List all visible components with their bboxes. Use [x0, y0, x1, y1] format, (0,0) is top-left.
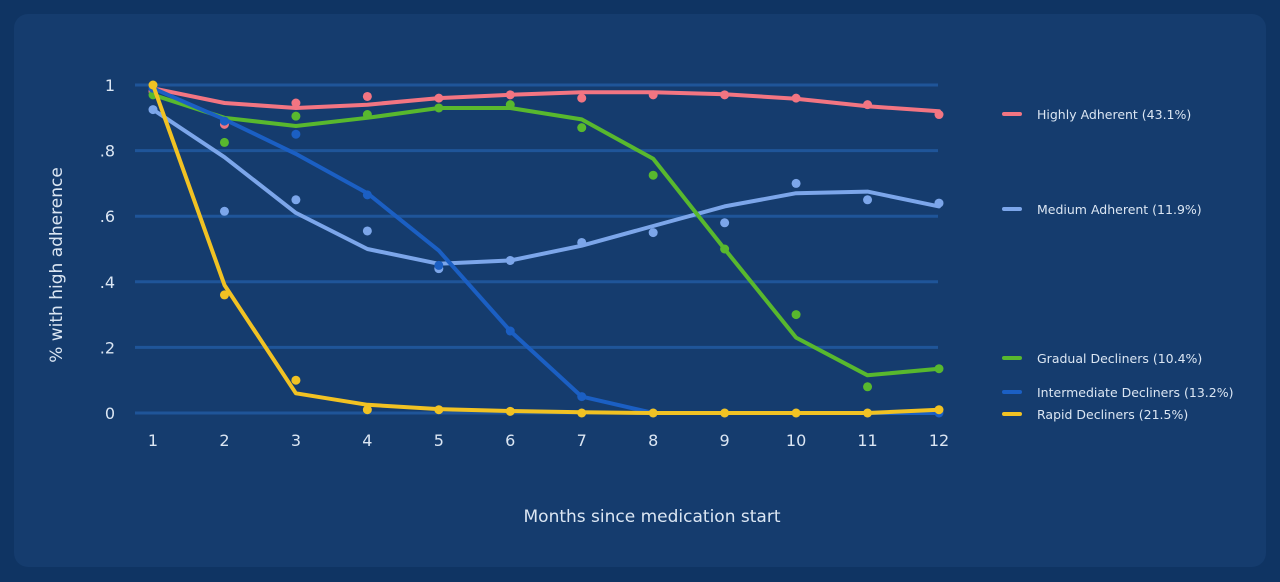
- legend-label: Rapid Decliners (21.5%): [1037, 407, 1188, 422]
- data-point: [791, 178, 801, 188]
- series-line: [151, 92, 941, 378]
- x-tick-label: 9: [720, 431, 730, 450]
- data-point: [434, 93, 444, 103]
- legend-label: Gradual Decliners (10.4%): [1037, 351, 1202, 366]
- x-tick-label: 7: [577, 431, 587, 450]
- x-axis-ticks: 1 2 3 4 5 6 7 8 9 10 11 12: [148, 431, 949, 450]
- y-axis-label: % with high adherence: [47, 167, 67, 363]
- series-group: [148, 80, 944, 418]
- series-line: [151, 107, 941, 266]
- x-tick-label: 1: [148, 431, 158, 450]
- data-point: [505, 406, 515, 416]
- legend-item: Gradual Decliners (10.4%): [1002, 351, 1202, 366]
- y-tick-label: .4: [100, 273, 115, 292]
- data-point: [934, 198, 944, 208]
- legend-item: Rapid Decliners (21.5%): [1002, 407, 1188, 422]
- series-line: [151, 83, 941, 415]
- x-tick-label: 10: [786, 431, 806, 450]
- data-point: [219, 206, 229, 216]
- data-point: [577, 392, 587, 402]
- data-point: [219, 290, 229, 300]
- y-axis-ticks: 0 .2 .4 .6 .8 1: [100, 76, 115, 423]
- data-point: [791, 310, 801, 320]
- data-point: [505, 326, 515, 336]
- data-point: [577, 408, 587, 418]
- data-point: [362, 226, 372, 236]
- data-point: [934, 405, 944, 415]
- legend-item: Highly Adherent (43.1%): [1002, 107, 1191, 122]
- legend-item: Medium Adherent (11.9%): [1002, 202, 1202, 217]
- data-point: [291, 111, 301, 121]
- data-point: [577, 123, 587, 133]
- data-point: [291, 98, 301, 108]
- data-point: [791, 408, 801, 418]
- data-point: [863, 382, 873, 392]
- data-point: [934, 364, 944, 374]
- data-point: [934, 110, 944, 120]
- data-point: [219, 116, 229, 126]
- y-tick-label: .8: [100, 142, 115, 161]
- y-tick-label: 1: [105, 76, 115, 95]
- x-tick-label: 11: [857, 431, 877, 450]
- x-tick-label: 8: [648, 431, 658, 450]
- data-point: [434, 260, 444, 270]
- x-tick-label: 3: [291, 431, 301, 450]
- data-point: [720, 218, 730, 228]
- x-tick-label: 4: [362, 431, 372, 450]
- data-point: [362, 190, 372, 200]
- data-point: [720, 244, 730, 254]
- series-2: [148, 105, 944, 274]
- data-point: [648, 228, 658, 238]
- data-point: [291, 129, 301, 139]
- x-tick-label: 12: [929, 431, 949, 450]
- data-point: [648, 408, 658, 418]
- data-point: [505, 100, 515, 110]
- data-point: [720, 90, 730, 100]
- data-point: [791, 93, 801, 103]
- series-line: [151, 86, 941, 114]
- x-tick-label: 5: [434, 431, 444, 450]
- data-point: [577, 93, 587, 103]
- data-point: [291, 375, 301, 385]
- chart-card: [14, 14, 1266, 567]
- data-point: [577, 237, 587, 247]
- data-point: [863, 100, 873, 110]
- series-5: [148, 80, 944, 418]
- series-3: [148, 90, 944, 392]
- legend-label: Intermediate Decliners (13.2%): [1037, 385, 1233, 400]
- y-tick-label: .6: [100, 207, 115, 226]
- x-tick-label: 2: [219, 431, 229, 450]
- data-point: [434, 405, 444, 415]
- data-point: [434, 103, 444, 113]
- data-point: [720, 408, 730, 418]
- data-point: [505, 255, 515, 265]
- data-point: [362, 110, 372, 120]
- legend-item: Intermediate Decliners (13.2%): [1002, 385, 1233, 400]
- series-line: [151, 86, 941, 415]
- data-point: [863, 408, 873, 418]
- legend: Highly Adherent (43.1%) Medium Adherent (…: [1002, 107, 1233, 422]
- data-point: [863, 195, 873, 205]
- series-4: [148, 83, 944, 418]
- data-point: [362, 91, 372, 101]
- data-point: [148, 80, 158, 90]
- data-point: [148, 105, 158, 115]
- data-point: [362, 405, 372, 415]
- data-point: [648, 90, 658, 100]
- x-axis-label: Months since medication start: [524, 507, 781, 527]
- y-tick-label: .2: [100, 338, 115, 357]
- data-point: [648, 170, 658, 180]
- legend-label: Highly Adherent (43.1%): [1037, 107, 1191, 122]
- y-tick-label: 0: [105, 404, 115, 423]
- data-point: [219, 137, 229, 147]
- gridlines: [135, 83, 938, 415]
- legend-label: Medium Adherent (11.9%): [1037, 202, 1202, 217]
- data-point: [505, 90, 515, 100]
- data-point: [291, 195, 301, 205]
- x-tick-label: 6: [505, 431, 515, 450]
